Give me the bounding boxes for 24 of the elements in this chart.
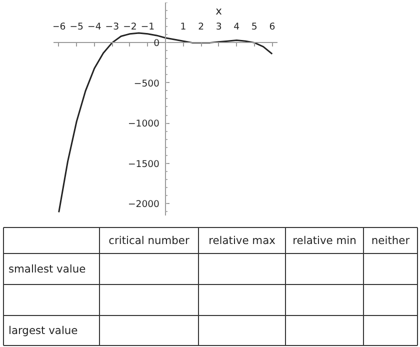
y-tick-label: −1500 (128, 158, 160, 170)
category-label: neither (371, 234, 410, 247)
x-tick-label: 1 (180, 22, 186, 33)
category-label: relative min (292, 234, 356, 247)
y-tick-label: −500 (134, 78, 160, 90)
x-tick-label: 2 (198, 22, 204, 33)
x-tick-label: 5 (251, 22, 258, 33)
category-label: largest value (8, 324, 78, 337)
x-tick-label: 4 (234, 22, 240, 33)
y-tick-label: −2000 (128, 198, 160, 210)
x-tick-label: −4 (88, 22, 102, 33)
x-tick-label: 6 (269, 22, 276, 33)
y-tick-label: −1000 (128, 118, 160, 130)
x-tick-label: −5 (70, 22, 84, 33)
x-tick-label: −3 (105, 22, 120, 33)
x-tick-label: −1 (140, 22, 155, 33)
y-tick-label: 0 (154, 38, 160, 50)
x-tick-label: 3 (216, 22, 222, 33)
category-label: critical number (108, 234, 190, 247)
x-tick-label: −2 (123, 22, 137, 33)
category-label: relative max (208, 234, 276, 247)
line-series (58, 32, 273, 214)
category-label: smallest value (8, 262, 86, 276)
x-axis-title: x (216, 4, 222, 18)
